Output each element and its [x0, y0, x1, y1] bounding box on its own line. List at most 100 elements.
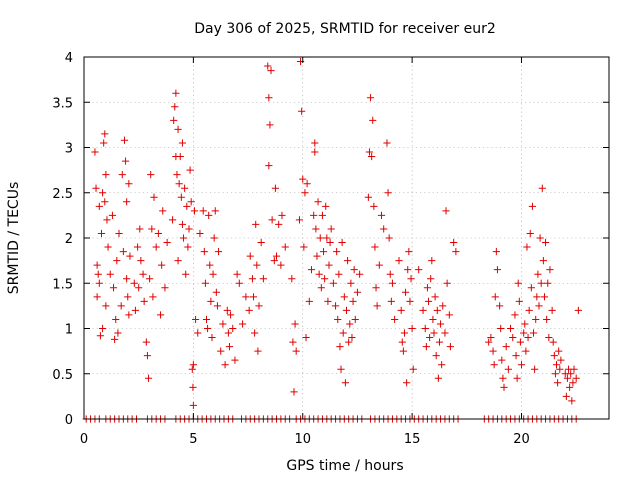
- data-point: [326, 238, 334, 247]
- data-point: [404, 266, 412, 274]
- data-point: [544, 279, 552, 287]
- data-point: [271, 184, 280, 192]
- data-point: [327, 225, 335, 233]
- data-point: [445, 311, 453, 319]
- data-point: [520, 329, 528, 337]
- data-point: [490, 361, 498, 369]
- data-point: [498, 356, 506, 364]
- data-point: [238, 320, 247, 328]
- data-point: [210, 234, 218, 242]
- data-point: [264, 62, 272, 70]
- data-point: [386, 270, 394, 278]
- data-point: [205, 211, 213, 219]
- data-point: [315, 270, 323, 278]
- data-point: [524, 333, 532, 342]
- x-axis-label: GPS time / hours: [286, 458, 403, 474]
- data-point: [95, 279, 103, 287]
- data-point: [248, 275, 257, 283]
- data-point: [325, 261, 333, 269]
- data-point: [317, 284, 325, 292]
- data-point: [539, 257, 547, 265]
- data-point: [170, 116, 178, 124]
- data-point: [523, 243, 531, 251]
- data-point: [398, 338, 406, 346]
- data-point: [190, 207, 199, 215]
- data-point: [226, 311, 235, 319]
- data-point: [275, 220, 283, 229]
- data-point: [384, 189, 392, 197]
- data-point: [189, 401, 197, 410]
- data-point: [146, 275, 154, 283]
- data-point: [380, 225, 388, 233]
- data-point: [531, 365, 539, 373]
- data-point: [108, 211, 117, 219]
- data-point: [314, 198, 322, 206]
- data-point: [534, 270, 542, 278]
- data-point: [229, 324, 237, 333]
- data-point: [311, 139, 319, 147]
- data-point: [137, 257, 145, 265]
- data-point: [173, 171, 181, 179]
- data-point: [94, 270, 102, 278]
- data-point: [452, 247, 460, 256]
- data-point: [133, 243, 142, 251]
- data-point: [514, 279, 522, 287]
- data-point: [322, 202, 330, 210]
- data-point: [188, 365, 196, 373]
- data-point: [491, 293, 499, 301]
- data-point: [156, 311, 165, 319]
- data-point: [231, 356, 239, 364]
- data-point: [305, 297, 313, 305]
- data-point: [356, 270, 364, 278]
- data-point: [516, 338, 525, 346]
- data-point: [252, 220, 260, 229]
- data-point: [334, 315, 342, 324]
- data-point: [266, 121, 274, 129]
- data-point: [291, 320, 299, 328]
- data-point: [400, 329, 409, 337]
- data-point: [343, 257, 352, 265]
- data-point: [318, 211, 327, 219]
- data-point: [100, 139, 108, 147]
- data-point: [139, 270, 147, 278]
- data-point: [213, 302, 222, 310]
- data-point: [415, 266, 423, 274]
- data-point: [178, 220, 187, 229]
- data-point: [496, 302, 504, 310]
- data-point: [131, 306, 140, 314]
- data-point: [126, 252, 134, 260]
- data-point: [111, 335, 119, 343]
- y-axis-ticks: 0 0.5 1 1.5 2 2.5 3 3.5 4: [52, 51, 609, 428]
- data-point: [121, 157, 130, 165]
- x-tick-label: 15: [404, 432, 421, 447]
- data-point: [313, 252, 321, 260]
- data-points: [91, 57, 582, 410]
- data-point: [311, 148, 319, 156]
- data-point: [212, 288, 220, 296]
- data-point: [253, 261, 261, 269]
- data-point: [249, 293, 258, 301]
- data-point: [102, 302, 110, 310]
- data-point: [259, 275, 267, 283]
- data-point: [96, 332, 105, 340]
- data-point: [567, 370, 575, 378]
- data-point: [98, 189, 107, 197]
- data-point: [372, 284, 380, 292]
- data-point: [512, 352, 520, 360]
- data-point: [421, 324, 429, 333]
- data-point: [365, 148, 374, 156]
- data-point: [364, 193, 372, 201]
- data-point: [184, 243, 192, 251]
- data-point: [426, 333, 434, 342]
- data-point: [497, 324, 505, 333]
- data-point: [200, 247, 208, 256]
- data-point: [120, 136, 129, 144]
- data-point: [174, 257, 182, 265]
- data-point: [525, 306, 533, 314]
- data-point: [125, 311, 133, 319]
- data-point: [446, 343, 455, 351]
- data-point: [574, 306, 582, 314]
- data-point: [521, 320, 529, 328]
- data-point: [112, 315, 120, 324]
- data-point: [338, 238, 346, 247]
